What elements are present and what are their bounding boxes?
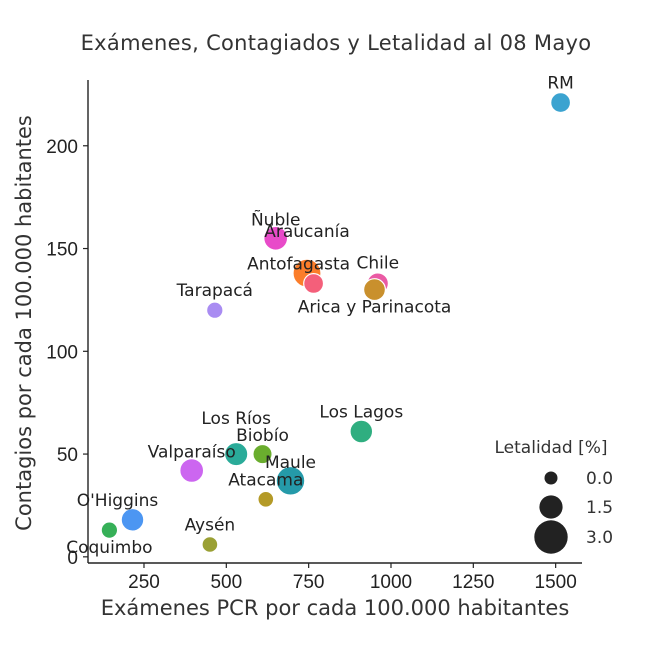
point-label: Aysén (185, 516, 236, 536)
y-tick-label: 0 (67, 548, 78, 569)
x-ticks: 250 500 750 1000 1250 1500 (128, 563, 577, 593)
legend-size-marker (539, 495, 563, 519)
data-point (100, 521, 119, 539)
legend-size-marker (544, 471, 558, 485)
x-tick-label: 1000 (370, 572, 412, 593)
data-point (275, 465, 306, 496)
point-label: Chile (357, 254, 400, 274)
data-point (263, 225, 289, 251)
point-label: Los Lagos (319, 403, 403, 423)
x-tick-label: 750 (293, 572, 325, 593)
legend-title: Letalidad [%] (495, 438, 608, 458)
data-point (252, 443, 273, 465)
y-ticks: 0 50 100 150 200 (46, 137, 88, 569)
x-tick-label: 1250 (452, 572, 494, 593)
point-label: Tarapacá (176, 281, 253, 301)
point-label: Antofagasta (247, 255, 350, 275)
point-label: Coquimbo (66, 538, 152, 558)
point-label: Biobío (236, 426, 289, 446)
point-label: RM (547, 74, 573, 94)
data-point (303, 273, 325, 295)
y-axis-label: Contagios por cada 100.000 habitantes (12, 115, 36, 531)
legend-entry-label: 3.0 (586, 528, 613, 548)
data-point (201, 535, 219, 553)
data-point (550, 92, 572, 114)
point-label: Ñuble (251, 208, 300, 230)
y-tick-label: 200 (46, 137, 78, 158)
legend-size-marker (534, 520, 568, 554)
point-label: Los Ríos (201, 409, 271, 429)
data-points (100, 92, 572, 553)
data-point (223, 441, 249, 467)
point-label: Valparaíso (148, 443, 236, 463)
y-tick-label: 150 (46, 240, 78, 261)
point-label: Atacama (228, 470, 303, 490)
point-label: Maule (265, 453, 316, 473)
axes (87, 80, 582, 564)
legend-entry-label: 0.0 (586, 469, 613, 489)
point-label: Araucanía (264, 222, 350, 242)
x-axis-label: Exámenes PCR por cada 100.000 habitantes (101, 596, 570, 620)
x-tick-label: 1500 (535, 572, 577, 593)
chart-title: Exámenes, Contagiados y Letalidad al 08 … (81, 31, 592, 55)
point-label: Arica y Parinacota (298, 298, 452, 318)
y-tick-label: 50 (57, 445, 78, 466)
data-point (206, 301, 224, 319)
data-point (120, 507, 145, 532)
legend: Letalidad [%] 0.0 1.5 3.0 (495, 438, 613, 554)
data-point (349, 419, 374, 444)
data-point (363, 278, 387, 302)
legend-entry-label: 1.5 (586, 498, 613, 518)
data-point (179, 458, 205, 484)
x-tick-label: 500 (210, 572, 242, 593)
point-label: O'Higgins (77, 491, 159, 511)
data-point (257, 490, 275, 508)
y-tick-label: 100 (46, 342, 78, 363)
x-tick-label: 250 (128, 572, 160, 593)
